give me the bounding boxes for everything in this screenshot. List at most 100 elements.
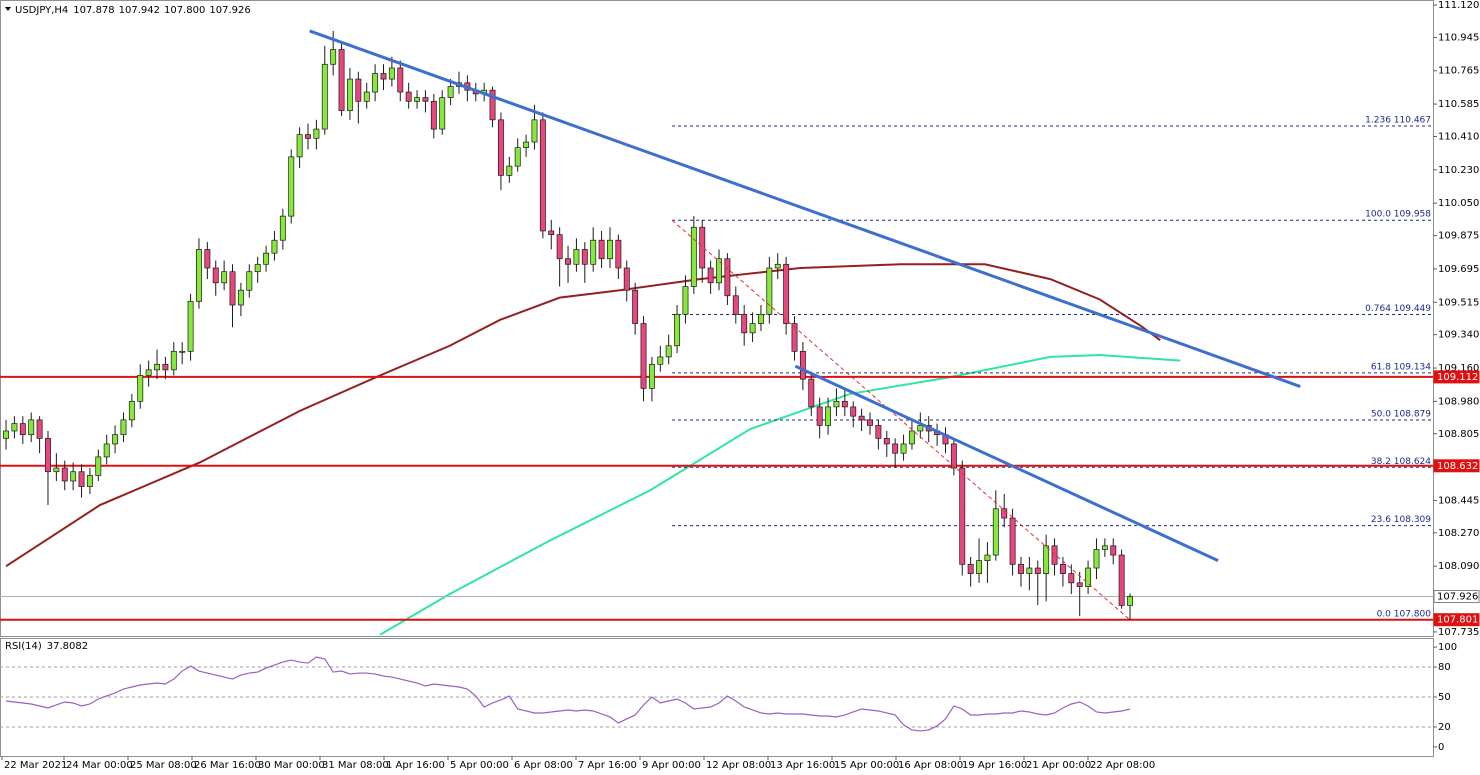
candle-body xyxy=(11,423,18,432)
rsi-name: RSI(14) xyxy=(5,641,42,652)
candle-body xyxy=(70,471,77,482)
candle-body xyxy=(875,425,882,439)
candle-body xyxy=(741,313,748,334)
candle-body xyxy=(489,89,496,121)
candle-body xyxy=(237,289,244,306)
candle-body xyxy=(648,363,655,389)
symbol: USDJPY,H4 xyxy=(15,5,68,16)
candle-body xyxy=(514,147,521,167)
close-value: 107.926 xyxy=(209,5,250,16)
x-tick-label: 9 Apr 00:00 xyxy=(642,760,701,771)
trend-line xyxy=(309,29,1301,388)
candle-body xyxy=(447,86,454,98)
y-tick-label: 109.160 xyxy=(1438,363,1479,374)
candle-body xyxy=(170,350,177,371)
price-box-label: 108.632 xyxy=(1437,461,1478,472)
candle-body xyxy=(799,350,806,380)
candle-body xyxy=(833,400,840,408)
candle-body xyxy=(497,119,504,176)
candle-body xyxy=(1076,582,1083,587)
x-tick-label: 6 Apr 08:00 xyxy=(514,760,573,771)
candle-body xyxy=(179,350,186,353)
candle-body xyxy=(388,67,395,80)
candle-body xyxy=(1034,567,1041,574)
y-tick-label: 108.805 xyxy=(1438,429,1479,440)
high-value: 107.942 xyxy=(119,5,160,16)
candle-body xyxy=(204,249,211,269)
candle-body xyxy=(3,430,9,439)
candle-body xyxy=(716,258,722,284)
candle-body xyxy=(78,471,85,487)
fib-label: 100.0 109.958 xyxy=(1365,210,1431,220)
candle-body xyxy=(892,443,899,454)
candle-body xyxy=(271,239,278,254)
candle-body xyxy=(28,419,35,436)
fib-label: 0.0 107.800 xyxy=(1377,609,1432,619)
candle-body xyxy=(380,73,387,80)
candle-body xyxy=(397,67,404,93)
candle-body xyxy=(19,423,26,436)
x-tick-label: 1 Apr 16:00 xyxy=(386,760,445,771)
candle-body xyxy=(288,156,295,217)
candle-body xyxy=(439,97,446,130)
menu-arrow xyxy=(5,7,11,11)
candle-body xyxy=(984,554,991,561)
candle-body xyxy=(573,249,580,265)
candle-body xyxy=(414,97,420,102)
candle-body xyxy=(1051,545,1058,565)
candle-body xyxy=(665,345,672,358)
moving-average xyxy=(379,354,1181,636)
y-tick-label: 109.875 xyxy=(1438,231,1479,242)
low-value: 107.800 xyxy=(164,5,205,16)
candle-body xyxy=(45,438,51,473)
x-tick-label: 13 Apr 16:00 xyxy=(770,760,835,771)
x-tick-label: 30 Mar 00:00 xyxy=(258,760,325,771)
candle-body xyxy=(967,563,974,574)
candle-body xyxy=(774,263,781,269)
candle-body xyxy=(825,406,832,426)
candle-body xyxy=(221,271,228,284)
y-tick-label: 108.090 xyxy=(1438,561,1479,572)
price-box xyxy=(1433,459,1480,473)
candle-body xyxy=(61,467,68,482)
y-tick-label: 108.270 xyxy=(1438,528,1479,539)
candle-body xyxy=(816,406,823,426)
candle-body xyxy=(783,263,790,324)
x-tick-label: 5 Apr 00:00 xyxy=(450,760,509,771)
candle-body xyxy=(313,128,320,139)
candle-body xyxy=(430,100,437,130)
rsi-value: 37.8082 xyxy=(47,641,88,652)
candle-body xyxy=(640,323,647,389)
x-tick-label: 24 Mar 00:00 xyxy=(66,760,133,771)
x-tick-label: 21 Apr 00:00 xyxy=(1026,760,1091,771)
fib-label: 23.6 108.309 xyxy=(1371,515,1431,525)
candle-body xyxy=(959,467,966,565)
y-tick-label: 110.945 xyxy=(1438,32,1479,43)
candle-body xyxy=(1127,596,1133,606)
y-tick-label: 107.735 xyxy=(1438,627,1479,638)
candle-body xyxy=(246,271,253,291)
candle-body xyxy=(732,295,739,315)
y-tick-label: 108.445 xyxy=(1438,495,1479,506)
y-tick-label: 110.410 xyxy=(1438,131,1479,142)
x-tick-label: 26 Mar 16:00 xyxy=(194,760,261,771)
candle-body xyxy=(1026,567,1033,574)
candle-body xyxy=(120,419,127,436)
candle-body xyxy=(355,78,362,102)
x-tick-label: 22 Mar 2021 xyxy=(4,760,67,771)
candle-body xyxy=(196,249,202,302)
candle-body xyxy=(137,375,144,402)
candle-body xyxy=(699,226,706,269)
candle-body xyxy=(112,434,119,445)
candle-body xyxy=(1043,545,1050,574)
candle-body xyxy=(657,356,664,365)
main-panel xyxy=(0,0,1434,637)
candle-body xyxy=(422,97,429,102)
rsi-tick-label: 0 xyxy=(1438,742,1444,753)
candle-body xyxy=(858,415,865,421)
candle-body xyxy=(531,119,538,143)
candle-body xyxy=(405,91,412,102)
candle-body xyxy=(976,560,982,574)
